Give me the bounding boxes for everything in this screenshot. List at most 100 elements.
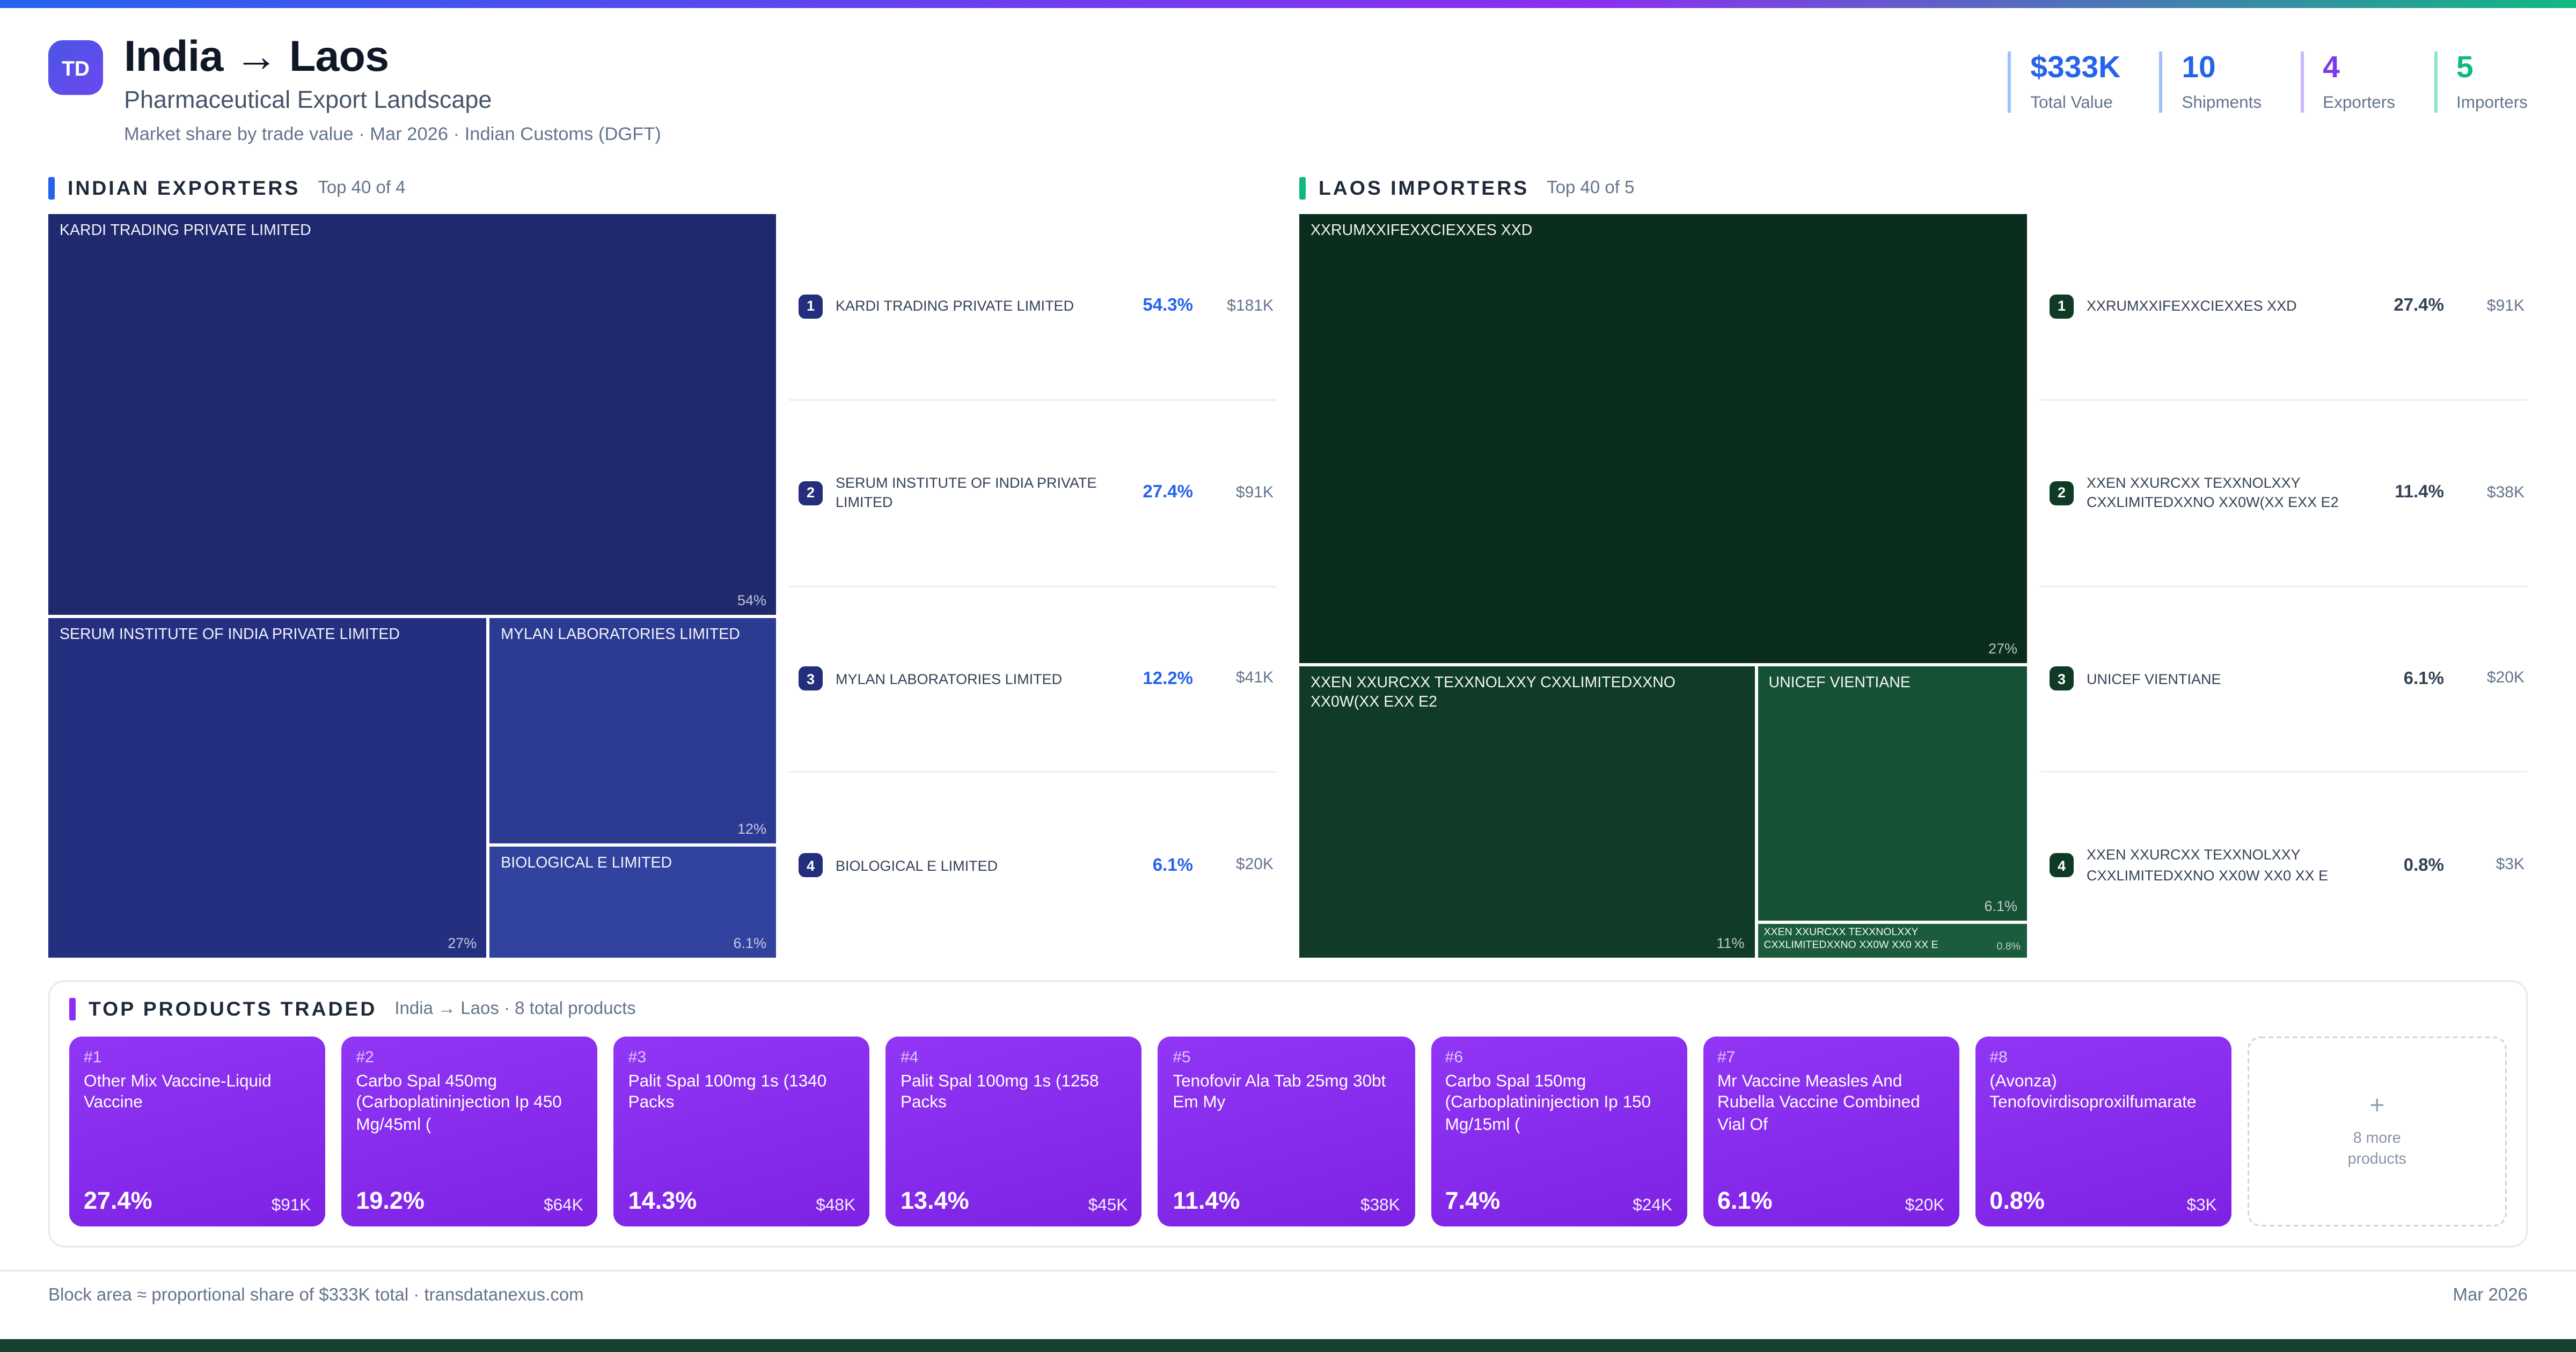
- block-percent: 12%: [737, 821, 766, 838]
- rank-badge: 1: [799, 294, 823, 319]
- block-percent: 6.1%: [1984, 898, 2017, 914]
- header-stats: $333K Total Value 10 Shipments 4 Exporte…: [2008, 52, 2528, 113]
- legend-value: $20K: [1235, 856, 1274, 875]
- product-rank: #3: [628, 1049, 647, 1067]
- products-accent-bar: [69, 998, 76, 1020]
- legend-name: UNICEF VIENTIANE: [2087, 671, 2221, 687]
- exporters-panel: INDIAN EXPORTERS Top 40 of 4 KARDI TRADI…: [48, 177, 1277, 958]
- product-rank: #5: [1173, 1049, 1191, 1067]
- importers-legend: 1 XXRUMXXIFEXXCIEXXES XXD 27.4% $91K 2 X…: [2040, 214, 2528, 958]
- rank-badge: 4: [799, 853, 823, 878]
- product-rank: #8: [1989, 1049, 2008, 1067]
- brand-logo: TD: [48, 40, 103, 95]
- product-rank: #7: [1717, 1049, 1736, 1067]
- block-percent: 27%: [1988, 640, 2017, 656]
- stat-shipments: 10 Shipments: [2159, 52, 2262, 113]
- page-title: India → Laos: [124, 32, 389, 80]
- product-card[interactable]: #5 Tenofovir Ala Tab 25mg 30bt Em My 11.…: [1158, 1037, 1415, 1226]
- spacer: [0, 1320, 2576, 1339]
- treemap-block-biological[interactable]: BIOLOGICAL E LIMITED 6.1%: [489, 847, 776, 958]
- rank-badge: 3: [2050, 667, 2074, 692]
- exporters-treemap: KARDI TRADING PRIVATE LIMITED 54% SERUM …: [48, 214, 776, 958]
- legend-row[interactable]: 2 XXEN XXURCXX TEXXNOLXXY CXXLIMITEDXXNO…: [2040, 400, 2528, 587]
- block-label: UNICEF VIENTIANE: [1768, 673, 1911, 692]
- products-title: TOP PRODUCTS TRADED: [89, 998, 377, 1020]
- product-share: 27.4%: [84, 1188, 152, 1215]
- block-label: SERUM INSTITUTE OF INDIA PRIVATE LIMITED: [60, 627, 400, 645]
- rank-badge: 1: [2050, 294, 2074, 319]
- legend-value: $91K: [1235, 483, 1274, 502]
- legend-row[interactable]: 1 KARDI TRADING PRIVATE LIMITED 54.3% $1…: [789, 214, 1277, 401]
- product-card[interactable]: #3 Palit Spal 100mg 1s (1340 Packs 14.3%…: [613, 1037, 870, 1226]
- footer: Block area ≈ proportional share of $333K…: [0, 1270, 2576, 1320]
- importers-subtitle: Top 40 of 5: [1547, 179, 1635, 198]
- top-gradient-bar: [0, 0, 2576, 8]
- legend-value: $20K: [2486, 670, 2524, 688]
- product-share: 13.4%: [900, 1188, 969, 1215]
- block-label: XXEN XXURCXX TEXXNOLXXY CXXLIMITEDXXNO X…: [1763, 927, 1938, 951]
- bottom-accent-bar: [0, 1339, 2576, 1352]
- footer-date: Mar 2026: [2453, 1286, 2528, 1305]
- product-card[interactable]: #8 (Avonza) Tenofovirdisoproxilfumarate …: [1975, 1037, 2231, 1226]
- treemap-block-kardi[interactable]: KARDI TRADING PRIVATE LIMITED 54%: [48, 214, 776, 616]
- block-percent: 54%: [737, 593, 766, 609]
- stat-value: $333K: [2030, 52, 2121, 85]
- legend-share: 0.8%: [2403, 855, 2444, 875]
- stat-value: 4: [2323, 52, 2340, 85]
- importers-header: LAOS IMPORTERS Top 40 of 5: [1299, 177, 2528, 200]
- stat-label: Exporters: [2323, 93, 2395, 113]
- product-name: (Avonza) Tenofovirdisoproxilfumarate: [1989, 1072, 2197, 1113]
- product-name: Mr Vaccine Measles And Rubella Vaccine C…: [1717, 1072, 1920, 1135]
- treemap-block-xxrum[interactable]: XXRUMXXIFEXXCIEXXES XXD 27%: [1299, 214, 2027, 663]
- treemap-block-xxen-1[interactable]: XXEN XXURCXX TEXXNOLXXY CXXLIMITEDXXNO X…: [1299, 665, 1754, 958]
- product-card[interactable]: #6 Carbo Spal 150mg (Carboplatininjectio…: [1430, 1037, 1687, 1226]
- legend-row[interactable]: 4 XXEN XXURCXX TEXXNOLXXY CXXLIMITEDXXNO…: [2040, 773, 2528, 958]
- block-label: XXRUMXXIFEXXCIEXXES XXD: [1311, 222, 1533, 240]
- product-card[interactable]: #4 Palit Spal 100mg 1s (1258 Packs 13.4%…: [885, 1037, 1143, 1226]
- exporters-accent-bar: [48, 177, 55, 200]
- treemap-block-unicef[interactable]: UNICEF VIENTIANE 6.1%: [1757, 665, 2027, 921]
- product-cards: #1 Other Mix Vaccine-Liquid Vaccine 27.4…: [69, 1037, 2507, 1226]
- legend-row[interactable]: 3 UNICEF VIENTIANE 6.1% $20K: [2040, 587, 2528, 773]
- product-share: 7.4%: [1445, 1188, 1501, 1215]
- product-value: $48K: [816, 1196, 855, 1215]
- top-products-section: TOP PRODUCTS TRADED India → Laos · 8 tot…: [48, 980, 2528, 1247]
- product-share: 6.1%: [1717, 1188, 1773, 1215]
- legend-name: SERUM INSTITUTE OF INDIA PRIVATE LIMITED: [836, 474, 1097, 511]
- treemap-block-serum[interactable]: SERUM INSTITUTE OF INDIA PRIVATE LIMITED…: [48, 619, 487, 958]
- products-header: TOP PRODUCTS TRADED India → Laos · 8 tot…: [69, 998, 2507, 1020]
- legend-share: 6.1%: [2403, 669, 2444, 689]
- product-card[interactable]: #7 Mr Vaccine Measles And Rubella Vaccin…: [1702, 1037, 1959, 1226]
- legend-value: $91K: [2486, 297, 2524, 315]
- legend-row[interactable]: 3 MYLAN LABORATORIES LIMITED 12.2% $41K: [789, 587, 1277, 773]
- product-card[interactable]: #2 Carbo Spal 450mg (Carboplatininjectio…: [341, 1037, 598, 1226]
- legend-row[interactable]: 1 XXRUMXXIFEXXCIEXXES XXD 27.4% $91K: [2040, 214, 2528, 401]
- legend-row[interactable]: 2 SERUM INSTITUTE OF INDIA PRIVATE LIMIT…: [789, 400, 1277, 587]
- exporters-legend: 1 KARDI TRADING PRIVATE LIMITED 54.3% $1…: [789, 214, 1277, 958]
- legend-name: XXEN XXURCXX TEXXNOLXXY CXXLIMITEDXXNO X…: [2087, 847, 2329, 883]
- rank-badge: 3: [799, 667, 823, 692]
- product-rank: #1: [84, 1049, 102, 1067]
- product-name: Tenofovir Ala Tab 25mg 30bt Em My: [1173, 1072, 1386, 1113]
- product-card[interactable]: #1 Other Mix Vaccine-Liquid Vaccine 27.4…: [69, 1037, 326, 1226]
- header: TD India → Laos Pharmaceutical Export La…: [0, 8, 2576, 161]
- product-share: 19.2%: [356, 1188, 425, 1215]
- importers-panel: LAOS IMPORTERS Top 40 of 5 XXRUMXXIFEXXC…: [1299, 177, 2528, 958]
- treemap-block-mylan[interactable]: MYLAN LABORATORIES LIMITED 12%: [489, 619, 776, 844]
- importers-title: LAOS IMPORTERS: [1319, 177, 1529, 200]
- legend-name: KARDI TRADING PRIVATE LIMITED: [836, 298, 1074, 314]
- legend-row[interactable]: 4 BIOLOGICAL E LIMITED 6.1% $20K: [789, 773, 1277, 958]
- treemap-block-xxen-2[interactable]: XXEN XXURCXX TEXXNOLXXY CXXLIMITEDXXNO X…: [1757, 924, 2027, 958]
- exporters-subtitle: Top 40 of 4: [318, 179, 406, 198]
- more-products-card[interactable]: + 8 more products: [2247, 1037, 2507, 1226]
- page-meta: Market share by trade value · Mar 2026 ·…: [124, 126, 661, 145]
- block-percent: 27%: [448, 935, 477, 951]
- block-label: XXEN XXURCXX TEXXNOLXXY CXXLIMITEDXXNO X…: [1311, 673, 1676, 711]
- product-name: Other Mix Vaccine-Liquid Vaccine: [84, 1072, 272, 1113]
- block-label: BIOLOGICAL E LIMITED: [501, 855, 672, 873]
- product-name: Palit Spal 100mg 1s (1258 Packs: [900, 1072, 1099, 1113]
- block-label: KARDI TRADING PRIVATE LIMITED: [60, 222, 311, 240]
- stat-total-value: $333K Total Value: [2008, 52, 2120, 113]
- stat-label: Total Value: [2030, 93, 2113, 113]
